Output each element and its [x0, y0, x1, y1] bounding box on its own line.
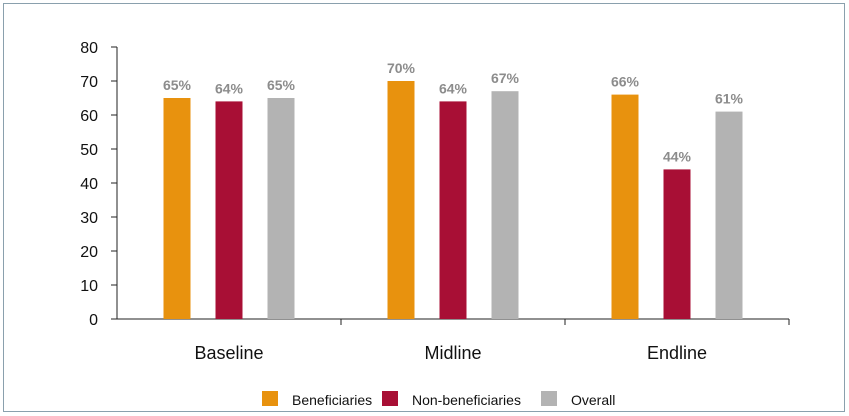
y-tick-label: 30: [80, 210, 98, 227]
category-label: Midline: [424, 343, 481, 363]
y-tick-label: 20: [80, 244, 98, 261]
data-label: 61%: [715, 91, 744, 107]
bar-midline-overall: [491, 91, 519, 319]
data-label: 44%: [663, 148, 692, 164]
data-label: 65%: [267, 77, 296, 93]
legend-label: Beneficiaries: [292, 392, 372, 408]
bar-midline-non-beneficiaries: [439, 101, 467, 320]
y-tick-label: 40: [80, 176, 98, 193]
chart-frame: [3, 3, 845, 412]
category-label: Endline: [647, 343, 707, 363]
y-tick-label: 10: [80, 278, 98, 295]
legend-label: Non-beneficiaries: [412, 392, 521, 408]
legend-swatch: [382, 391, 398, 406]
category-label: Baseline: [194, 343, 263, 363]
bar-endline-overall: [715, 111, 743, 319]
y-tick-label: 80: [80, 40, 98, 57]
y-tick-label: 60: [80, 108, 98, 125]
data-label: 67%: [491, 70, 520, 86]
data-label: 65%: [163, 77, 192, 93]
y-tick-label: 50: [80, 142, 98, 159]
y-tick-label: 70: [80, 74, 98, 91]
bar-endline-non-beneficiaries: [663, 169, 691, 319]
legend-swatch: [541, 391, 557, 406]
bar-midline-beneficiaries: [387, 81, 415, 319]
data-label: 70%: [387, 60, 416, 76]
bar-baseline-overall: [267, 98, 295, 319]
bar-endline-beneficiaries: [611, 94, 639, 319]
legend-label: Overall: [571, 392, 615, 408]
y-tick-label: 0: [89, 312, 98, 329]
bar-baseline-beneficiaries: [163, 98, 191, 319]
bar-baseline-non-beneficiaries: [215, 101, 243, 320]
data-label: 64%: [215, 80, 244, 96]
data-label: 64%: [439, 80, 468, 96]
data-label: 66%: [611, 74, 640, 90]
legend-swatch: [262, 391, 278, 406]
